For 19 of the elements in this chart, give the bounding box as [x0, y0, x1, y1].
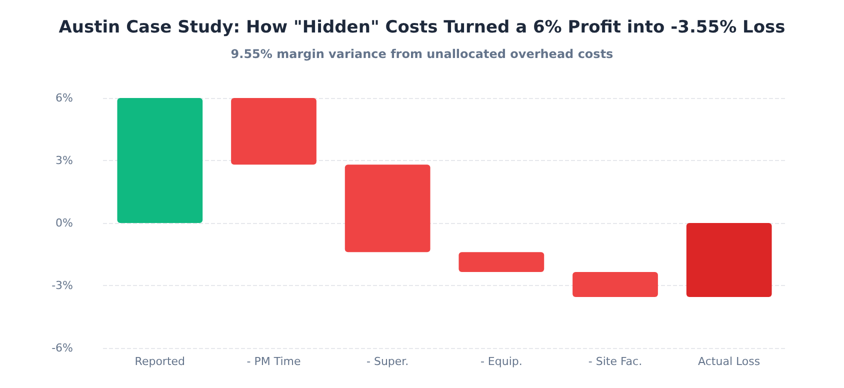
y-tick-label: -3% — [52, 279, 73, 292]
x-tick-label: - PM Time — [246, 355, 301, 368]
y-tick-label: -6% — [52, 342, 73, 354]
bar — [458, 252, 544, 272]
chart-subtitle: 9.55% margin variance from unallocated overhead costs — [230, 47, 614, 61]
x-tick-label: - Site Fac. — [588, 355, 642, 368]
y-tick-label: 0% — [56, 216, 73, 230]
bar — [117, 98, 203, 223]
bar — [231, 98, 316, 165]
x-tick-label: Reported — [134, 355, 186, 368]
x-tick-label: - Super. — [366, 355, 409, 368]
bar — [344, 164, 430, 252]
chart-title: Austin Case Study: How "Hidden" Costs Turned a 6% Profit into -3.55% Loss — [58, 18, 786, 38]
bar — [686, 223, 772, 297]
y-tick-label: 6% — [56, 92, 73, 104]
x-tick-label: Actual Loss — [698, 355, 760, 368]
bar — [572, 272, 658, 297]
y-tick-label: 3% — [56, 154, 73, 167]
x-tick-label: - Equip. — [480, 355, 522, 368]
